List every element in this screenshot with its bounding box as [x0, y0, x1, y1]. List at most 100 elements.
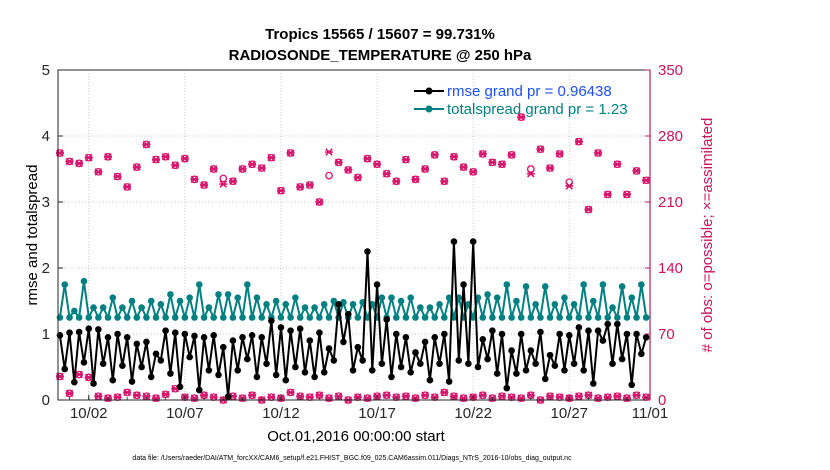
rmse-point: [359, 357, 366, 364]
totalspread-point: [147, 297, 155, 305]
obs-assimilated-marker-low: [84, 373, 93, 382]
totalspread-point: [618, 283, 626, 290]
legend: rmse grand pr = 0.96438 totalspread gran…: [414, 83, 628, 118]
totalspread-point: [229, 314, 237, 321]
rmse-point: [426, 376, 434, 384]
totalspread-point: [109, 294, 117, 302]
totalspread-point: [104, 314, 112, 321]
totalspread-point: [489, 314, 496, 321]
obs-assimilated-marker-low: [498, 392, 506, 400]
totalspread-point: [191, 314, 198, 321]
rmse-point: [493, 370, 501, 377]
obs-assimilated-marker: [142, 140, 151, 149]
totalspread-point: [484, 291, 491, 298]
x-tick-label: 10/27: [550, 405, 588, 422]
obs-assimilated-marker: [469, 168, 478, 176]
obs-assimilated-marker: [113, 172, 122, 181]
obs-assimilated-marker: [594, 149, 603, 157]
rmse-point: [268, 317, 275, 325]
totalspread-point: [546, 314, 554, 321]
totalspread-point: [498, 314, 506, 321]
totalspread-point: [604, 314, 612, 321]
totalspread-point: [609, 304, 616, 311]
rmse-point: [594, 327, 602, 335]
totalspread-point: [469, 314, 477, 321]
rmse-point: [71, 378, 78, 386]
y-tick-label-right: 350: [658, 62, 683, 79]
obs-assimilated-marker: [642, 176, 651, 185]
rmse-point: [585, 327, 592, 335]
obs-assimilated-marker: [55, 149, 64, 157]
totalspread-point: [426, 304, 434, 311]
chart-title-line-1: Tropics 15565 / 15607 = 99.731%: [265, 26, 495, 43]
rmse-point: [311, 373, 318, 381]
obs-assimilated-marker: [305, 181, 314, 189]
rmse-point: [465, 360, 472, 368]
rmse-point: [114, 330, 121, 338]
obs-assimilated-marker: [507, 151, 516, 159]
obs-assimilated-marker-low: [94, 392, 103, 400]
totalspread-point: [445, 294, 453, 302]
obs-possible-marker: [219, 174, 228, 183]
obs-assimilated-marker-low: [440, 388, 449, 397]
obs-assimilated-marker-low: [55, 372, 64, 381]
obs-assimilated-marker: [325, 148, 334, 156]
rmse-point: [628, 381, 636, 389]
totalspread-point: [258, 314, 266, 321]
totalspread-point: [565, 314, 573, 321]
rmse-point: [143, 338, 150, 346]
rmse-point: [445, 378, 453, 385]
totalspread-point: [157, 301, 165, 308]
rmse-point: [474, 363, 482, 371]
obs-assimilated-marker: [440, 177, 449, 186]
obs-assimilated-marker: [517, 113, 526, 121]
obs-assimilated-marker: [622, 190, 631, 199]
legend-spread-label: totalspread grand pr = 1.23: [447, 101, 628, 118]
obs-assimilated-marker-low: [421, 391, 430, 400]
obs-assimilated-marker: [123, 183, 132, 191]
obs-assimilated-marker: [180, 154, 189, 163]
rmse-point: [517, 330, 525, 338]
y-tick-label-right: 140: [658, 260, 683, 277]
totalspread-point: [320, 301, 328, 308]
obs-assimilated-marker: [161, 152, 170, 161]
obs-assimilated-marker: [449, 152, 458, 161]
obs-assimilated-marker: [574, 137, 583, 146]
obs-assimilated-marker: [248, 160, 257, 169]
rmse-point: [642, 334, 650, 341]
totalspread-point: [508, 314, 515, 321]
rmse-point: [292, 363, 299, 371]
rmse-point: [364, 248, 371, 255]
obs-assimilated-marker-low: [613, 392, 622, 400]
rmse-point: [85, 325, 93, 333]
totalspread-point: [282, 301, 290, 308]
rmse-point: [479, 335, 487, 343]
rmse-point: [614, 320, 621, 328]
totalspread-point: [397, 297, 405, 305]
totalspread-point: [219, 314, 227, 321]
obs-assimilated-marker: [565, 182, 574, 190]
totalspread-point: [633, 314, 640, 321]
rmse-point: [119, 362, 126, 369]
obs-assimilated-marker-low: [286, 388, 295, 397]
totalspread-point: [176, 297, 184, 305]
totalspread-point: [580, 281, 587, 288]
totalspread-point: [114, 314, 121, 321]
rmse-point: [301, 368, 309, 376]
obs-assimilated-marker: [238, 165, 247, 173]
totalspread-point: [277, 314, 285, 321]
totalspread-point: [441, 314, 448, 321]
rmse-point: [551, 362, 559, 369]
totalspread-point: [421, 314, 429, 321]
totalspread-point: [325, 314, 333, 321]
totalspread-point: [594, 314, 602, 321]
rmse-point: [157, 357, 165, 364]
x-tick-label: 10/22: [454, 405, 492, 422]
rmse-point: [167, 370, 174, 377]
obs-assimilated-marker: [536, 145, 545, 153]
obs-assimilated-marker-low: [632, 391, 641, 400]
totalspread-point: [561, 294, 568, 302]
obs-assimilated-marker: [603, 190, 612, 199]
rmse-point: [224, 393, 232, 401]
totalspread-line: [58, 280, 648, 319]
